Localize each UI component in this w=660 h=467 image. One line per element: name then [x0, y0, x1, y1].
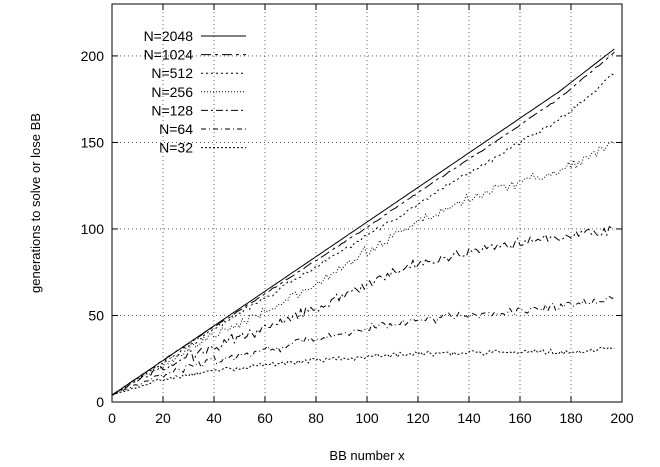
series-line-n-256 — [111, 141, 615, 396]
legend-label: N=64 — [159, 121, 193, 137]
y-tick-label: 100 — [81, 221, 105, 237]
y-tick-label: 50 — [88, 307, 104, 323]
x-tick-label: 40 — [206, 410, 222, 426]
x-tick-label: 20 — [155, 410, 171, 426]
series-line-n-64 — [111, 296, 615, 396]
legend-label: N=2048 — [144, 28, 194, 44]
plot-frame — [111, 3, 623, 403]
x-tick-label: 180 — [559, 410, 583, 426]
x-axis-title: BB number x — [329, 448, 405, 463]
y-tick-label: 150 — [81, 134, 105, 150]
series-line-n-2048 — [111, 48, 615, 396]
x-tick-label: 200 — [610, 410, 634, 426]
x-tick-label: 140 — [457, 410, 481, 426]
x-tick-label: 60 — [257, 410, 273, 426]
legend-label: N=256 — [151, 84, 193, 100]
x-tick-label: 120 — [406, 410, 430, 426]
series-line-n-512 — [111, 73, 615, 396]
y-tick-label: 200 — [81, 48, 105, 64]
axis-ticks: 0 20 40 60 80 100 120 140 160 180 200 0 50 100 150 200 — [81, 4, 634, 426]
legend-label: N=1024 — [144, 47, 194, 63]
y-axis-title: generations to solve or lose BB — [28, 113, 43, 293]
x-tick-label: 80 — [308, 410, 324, 426]
y-tick-label: 0 — [96, 394, 104, 410]
x-tick-label: 100 — [355, 410, 379, 426]
legend-label: N=512 — [151, 65, 193, 81]
plot-series — [111, 48, 615, 396]
series-line-n-1024 — [111, 51, 615, 396]
legend: N=2048 N=1024 N=512 N=256 N=128 N=64 N=32 — [144, 28, 246, 156]
legend-label: N=128 — [151, 102, 193, 118]
x-tick-label: 160 — [508, 410, 532, 426]
x-tick-label: 0 — [108, 410, 116, 426]
legend-label: N=32 — [159, 140, 193, 156]
series-line-n-128 — [111, 226, 615, 396]
grid — [112, 4, 622, 402]
